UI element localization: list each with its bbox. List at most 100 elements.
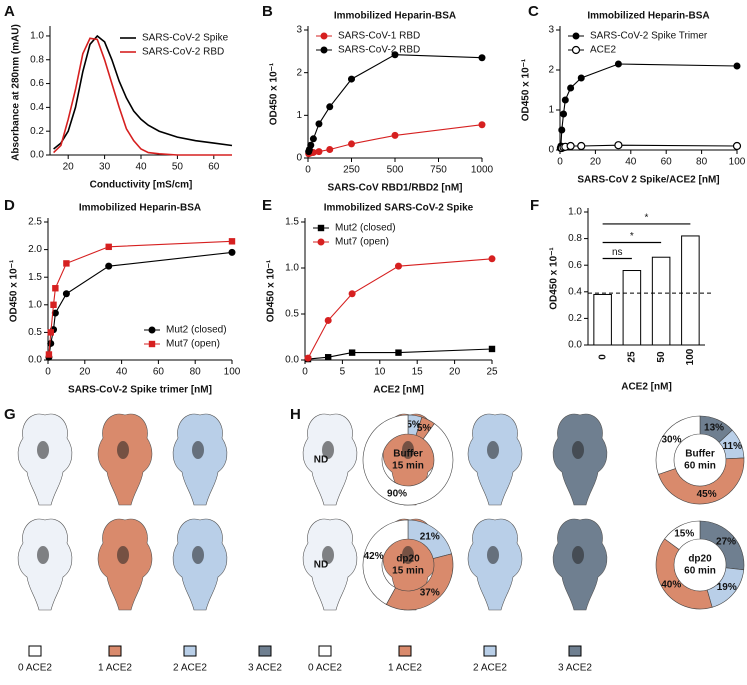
data-point [105, 262, 113, 270]
panel-letter: F [530, 197, 539, 214]
data-point [395, 262, 402, 270]
y-tick-label: 0.5 [285, 309, 299, 320]
x-tick-label: 500 [387, 165, 404, 176]
panel-letter: H [290, 406, 301, 423]
x-tick-label: 50 [172, 162, 184, 173]
x-tick-label: 20 [449, 367, 461, 378]
legend-swatch [28, 645, 42, 657]
data-point [566, 141, 575, 151]
legend-marker [317, 224, 325, 232]
y-tick-label: 2.5 [28, 217, 42, 228]
panel-letter: E [262, 197, 272, 214]
data-point [105, 243, 112, 251]
y-tick-label: 1.0 [30, 31, 44, 42]
chart-title: Immobilized SARS-CoV-2 Spike [324, 203, 474, 214]
significance-label: * [630, 231, 634, 242]
legend-swatch [483, 645, 497, 657]
density-map [97, 518, 153, 611]
note: ND [314, 455, 328, 466]
legend-label: 2 ACE2 [173, 663, 207, 674]
y-tick-label: 1.0 [568, 207, 582, 218]
value-label: 5% [406, 420, 421, 431]
y-tick-label: 3 [548, 25, 554, 36]
density-map [552, 518, 608, 611]
y-axis-label: OD450 x 10⁻¹ [521, 58, 532, 121]
data-point [315, 148, 323, 156]
legend-marker [572, 32, 580, 40]
legend-swatch [568, 645, 582, 657]
data-point [348, 140, 355, 148]
density-map [17, 518, 73, 611]
y-tick-label: 0.6 [30, 78, 44, 89]
value-label: 90% [387, 488, 407, 499]
donut-center-label: Buffer [393, 449, 423, 460]
data-point [733, 62, 741, 70]
data-point [478, 54, 486, 62]
data-point [50, 301, 57, 308]
y-tick-label: 1.5 [285, 217, 299, 228]
y-tick-label: 0.8 [568, 233, 582, 244]
data-point [348, 75, 355, 83]
legend-label: Mut7 (open) [335, 237, 389, 248]
x-tick-label: 750 [430, 165, 447, 176]
data-point [478, 121, 486, 129]
data-point [47, 339, 55, 347]
density-map [97, 413, 153, 506]
x-tick-label: 0 [302, 367, 308, 378]
donut-segment [658, 457, 745, 505]
series-line [307, 258, 493, 359]
y-tick-label: 1 [548, 105, 554, 116]
y-tick-label: 3 [296, 25, 302, 36]
series-line [308, 124, 483, 155]
data-point [228, 238, 236, 245]
data-point [395, 349, 402, 356]
x-tick-label: 60 [661, 157, 673, 168]
legend-marker [320, 32, 328, 40]
x-tick-label: 100 [224, 367, 241, 378]
legend-marker [571, 45, 581, 55]
legend-label: SARS-CoV-2 Spike [142, 33, 229, 44]
donut-center-label: dp20 [396, 554, 420, 565]
x-tick-label: 0 [597, 354, 608, 360]
data-point [45, 351, 53, 358]
legend-label: 0 ACE2 [18, 663, 52, 674]
x-tick-label: 40 [135, 162, 147, 173]
density-map [17, 413, 73, 506]
y-tick-label: 0 [548, 145, 554, 156]
legend-label: 0 ACE2 [308, 663, 342, 674]
significance-label: * [645, 213, 649, 224]
density-maps [17, 413, 608, 611]
donut-center-label: Buffer [685, 449, 715, 460]
panel-letter: A [4, 3, 15, 20]
y-axis-label: OD450 x 10⁻¹ [9, 259, 20, 322]
donut-center-label: 15 min [392, 461, 424, 472]
legend-label: 1 ACE2 [98, 663, 132, 674]
chart-title: Immobilized Heparin-BSA [334, 11, 456, 22]
data-point [326, 145, 334, 153]
data-point [63, 260, 70, 267]
panel-letter: B [262, 3, 273, 20]
data-point [324, 354, 332, 361]
value-label: 27% [716, 536, 736, 547]
bar [651, 256, 671, 346]
data-point [52, 285, 59, 292]
value-label: 37% [420, 588, 440, 599]
legend-label: 2 ACE2 [473, 663, 507, 674]
panel-letter: C [528, 3, 539, 20]
x-axis-label: ACE2 [nM] [373, 385, 424, 396]
x-tick-label: 20 [590, 157, 602, 168]
x-tick-label: 50 [656, 351, 667, 363]
x-tick-label: 60 [153, 367, 165, 378]
legend-swatch [258, 645, 272, 657]
legend-marker [148, 326, 156, 334]
density-map [172, 413, 228, 506]
data-point [51, 309, 59, 317]
x-tick-label: 250 [343, 165, 360, 176]
density-map [467, 413, 523, 506]
data-point [309, 135, 317, 143]
data-point [567, 84, 575, 92]
legend-label: 3 ACE2 [558, 663, 592, 674]
legend-marker [317, 238, 325, 246]
x-tick-label: 5 [340, 367, 346, 378]
x-tick-label: 100 [685, 348, 696, 365]
